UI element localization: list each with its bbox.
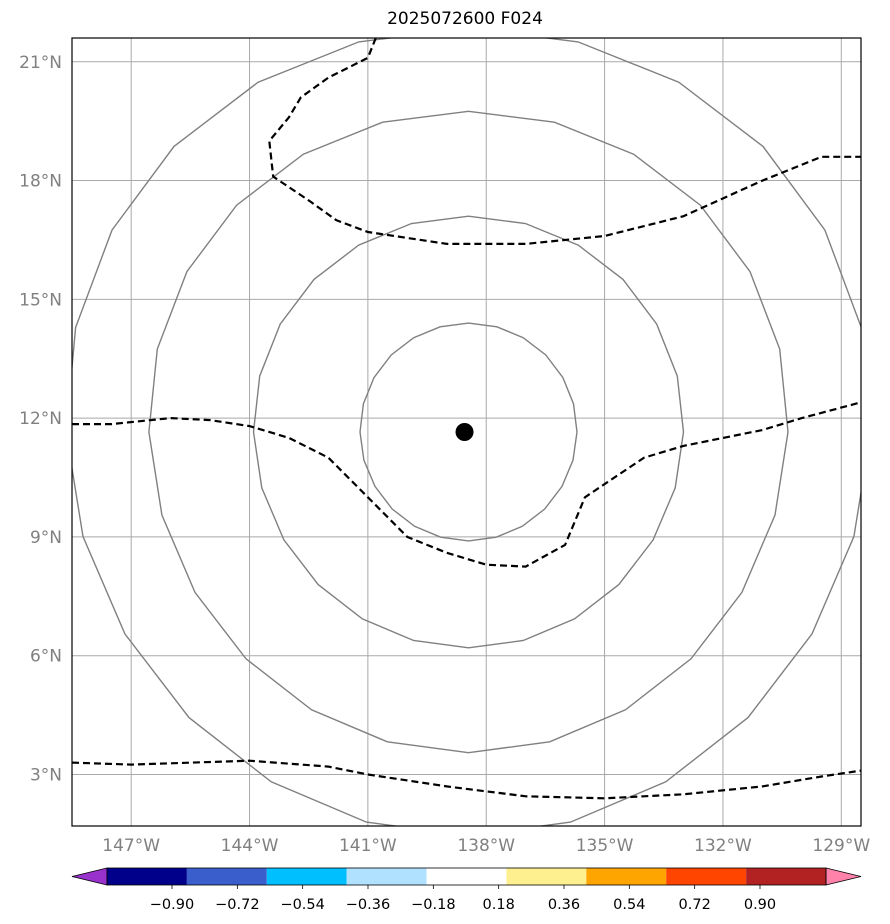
storm-center-marker xyxy=(455,423,474,441)
dashed-contour xyxy=(72,401,861,568)
longitude-label: 144°W xyxy=(221,836,279,856)
latitude-label: 12°N xyxy=(19,409,62,429)
dashed-contour xyxy=(72,759,861,800)
longitude-label: 147°W xyxy=(102,836,160,856)
latitude-label: 18°N xyxy=(19,172,62,192)
colorbar-tick-label: 0.36 xyxy=(548,897,580,913)
colorbar-tick-label: 0.18 xyxy=(483,897,515,913)
colorbar-swatch xyxy=(426,868,507,885)
colorbar-tick-label: 0.90 xyxy=(744,897,776,913)
latitude-label: 6°N xyxy=(30,647,62,667)
colorbar-swatch xyxy=(746,868,826,885)
storm-center-dot xyxy=(455,423,474,441)
map-frame xyxy=(71,37,862,827)
colorbar-swatch xyxy=(107,868,187,885)
colorbar-extend-min xyxy=(71,867,108,886)
colorbar-extend-max xyxy=(825,867,862,886)
longitude-label: 135°W xyxy=(576,836,634,856)
colorbar-swatch xyxy=(186,868,267,885)
colorbar-swatch xyxy=(506,868,587,885)
colorbar-tick-label: 0.72 xyxy=(679,897,711,913)
graticule xyxy=(72,38,861,826)
latitude-label: 21°N xyxy=(19,53,62,73)
latitude-labels: 3°N 6°N 9°N 12°N 15°N 18°N 21°N xyxy=(19,53,62,786)
longitude-label: 141°W xyxy=(339,836,397,856)
colorbar-tick-label: −0.18 xyxy=(411,897,455,913)
latitude-label: 15°N xyxy=(19,290,62,310)
longitude-labels: 147°W 144°W 141°W 138°W 135°W 132°W 129°W xyxy=(102,836,870,856)
range-ring xyxy=(252,215,685,649)
colorbar-tick-label: −0.90 xyxy=(150,897,194,913)
latitude-label: 9°N xyxy=(30,528,62,548)
colorbar-swatch xyxy=(586,868,667,885)
colorbar-tick-label: −0.36 xyxy=(346,897,390,913)
longitude-label: 132°W xyxy=(694,836,752,856)
latitude-label: 3°N xyxy=(30,766,62,786)
range-rings xyxy=(72,38,861,826)
colorbar-tick-label: −0.72 xyxy=(215,897,259,913)
range-ring xyxy=(72,38,861,826)
colorbar-tick-label: 0.54 xyxy=(613,897,645,913)
range-ring xyxy=(359,322,578,542)
colorbar-tick-label: −0.54 xyxy=(280,897,324,913)
colorbar: −0.90 −0.72 −0.54 −0.36 −0.18 0.18 0.36 0.54 0.7… xyxy=(71,867,862,913)
range-ring xyxy=(148,110,789,754)
colorbar-swatch xyxy=(266,868,347,885)
colorbar-frame xyxy=(106,867,827,886)
map-title: 2025072600 F024 xyxy=(387,9,543,29)
dashed-contour xyxy=(268,38,861,245)
longitude-label: 129°W xyxy=(812,836,870,856)
dashed-contours xyxy=(72,38,861,800)
longitude-label: 138°W xyxy=(457,836,515,856)
colorbar-swatch xyxy=(666,868,747,885)
colorbar-swatch xyxy=(346,868,427,885)
